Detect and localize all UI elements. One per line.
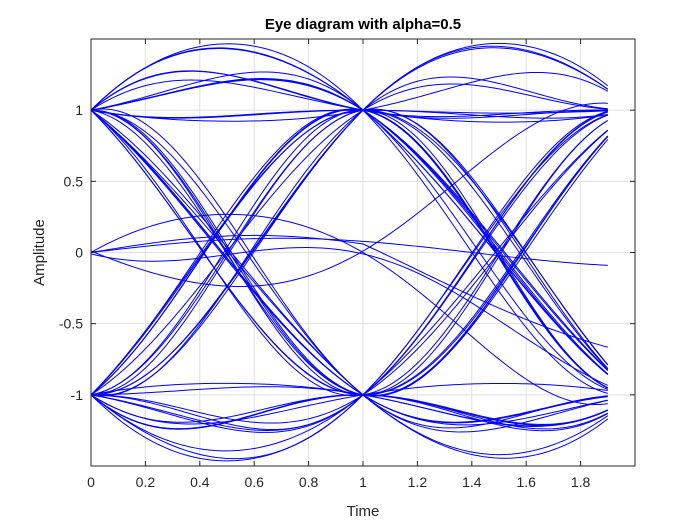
x-tick-label: 0.4 [190, 474, 210, 490]
y-axis-ticks: -1 -0.5 0 0.5 1 [59, 102, 635, 403]
eye-trace [90, 43, 608, 394]
eye-trace [90, 213, 608, 406]
y-tick-label: -1 [71, 387, 84, 403]
eye-trace [90, 247, 609, 386]
y-tick-label: 0 [75, 245, 83, 261]
plot-axes: 0 0.2 0.4 0.6 0.8 1 1.2 1.4 1.6 1.8 -1 -0.5 0 0.5 1 [59, 38, 636, 490]
x-axis-label: Time [347, 503, 380, 520]
eye-trace [90, 109, 608, 424]
eye-trace [90, 109, 608, 119]
eye-trace [90, 78, 609, 375]
x-tick-label: 0.6 [244, 474, 264, 490]
x-axis-ticks: 0 0.2 0.4 0.6 0.8 1 1.2 1.4 1.6 1.8 [87, 39, 591, 490]
eye-trace [90, 108, 609, 396]
eye-trace [90, 108, 609, 396]
eye-trace [90, 234, 608, 348]
eye-trace [90, 129, 609, 452]
x-tick-label: 0.8 [299, 474, 319, 490]
x-tick-label: 1.6 [516, 474, 536, 490]
eye-trace [90, 130, 609, 424]
eye-trace [90, 47, 609, 396]
y-tick-label: 1 [75, 102, 83, 118]
eye-trace [90, 382, 608, 425]
x-tick-label: 0 [87, 474, 95, 490]
eye-trace [90, 83, 608, 396]
eye-trace [90, 109, 609, 456]
y-tick-label: 0.5 [64, 173, 84, 189]
eye-trace [90, 48, 609, 375]
eye-trace [90, 102, 608, 287]
eye-trace [90, 109, 609, 396]
x-tick-label: 1.8 [571, 474, 591, 490]
eye-trace [90, 109, 609, 397]
eye-trace [90, 71, 609, 122]
chart-title: Eye diagram with alpha=0.5 [265, 16, 461, 33]
eye-trace [90, 114, 608, 460]
x-tick-label: 0.2 [136, 474, 156, 490]
eye-trace [90, 76, 608, 397]
eye-trace [90, 382, 609, 427]
eye-trace [90, 70, 608, 119]
eye-trace [90, 109, 609, 396]
y-tick-label: -0.5 [59, 316, 83, 332]
eye-trace [90, 394, 609, 430]
x-tick-label: 1 [359, 474, 367, 490]
x-tick-label: 1.2 [408, 474, 428, 490]
x-tick-label: 1.4 [462, 474, 482, 490]
y-axis-label: Amplitude [31, 219, 48, 286]
eye-trace [90, 237, 608, 266]
eye-traces [90, 42, 609, 462]
